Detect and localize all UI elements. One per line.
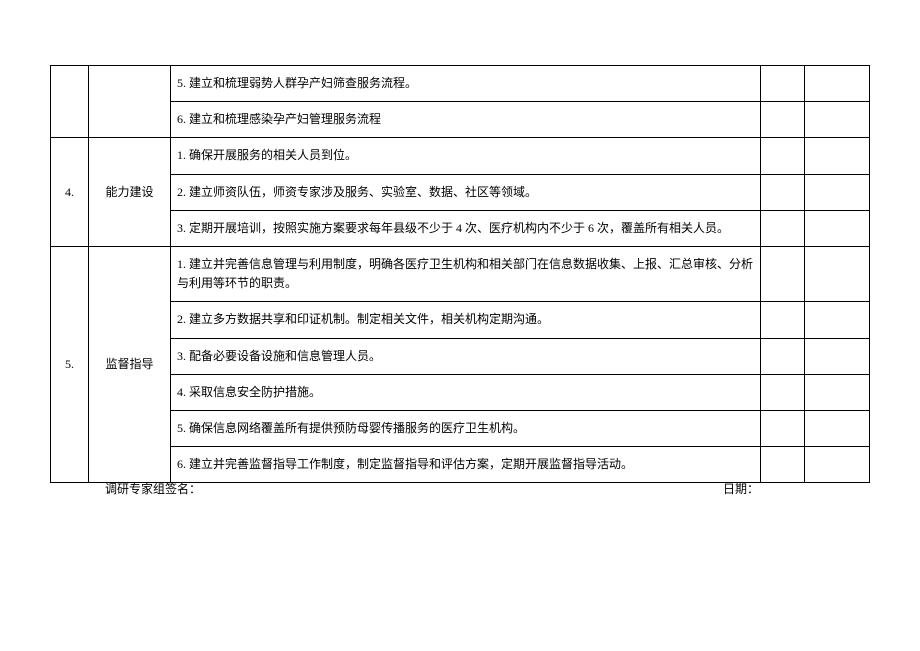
table-row: 4. 采取信息安全防护措施。	[51, 374, 870, 410]
row-check2-cell	[805, 174, 870, 210]
row-check1-cell	[761, 374, 805, 410]
table-row: 3. 定期开展培训，按照实施方案要求每年县级不少于 4 次、医疗机构内不少于 6…	[51, 210, 870, 246]
row-check2-cell	[805, 302, 870, 338]
table-row: 5. 建立和梳理弱势人群孕产妇筛查服务流程。	[51, 66, 870, 102]
table-row: 2. 建立多方数据共享和印证机制。制定相关文件，相关机构定期沟通。	[51, 302, 870, 338]
row-number-cell: 5.	[51, 246, 89, 482]
row-content-cell: 3. 定期开展培训，按照实施方案要求每年县级不少于 4 次、医疗机构内不少于 6…	[171, 210, 761, 246]
row-number-cell	[51, 66, 89, 138]
row-check1-cell	[761, 210, 805, 246]
row-content-cell: 6. 建立和梳理感染孕产妇管理服务流程	[171, 102, 761, 138]
row-number-cell: 4.	[51, 138, 89, 247]
row-content-cell: 2. 建立师资队伍，师资专家涉及服务、实验室、数据、社区等领域。	[171, 174, 761, 210]
row-category-cell	[89, 66, 171, 138]
row-content-cell: 5. 确保信息网络覆盖所有提供预防母婴传播服务的医疗卫生机构。	[171, 410, 761, 446]
row-check1-cell	[761, 66, 805, 102]
table-row: 2. 建立师资队伍，师资专家涉及服务、实验室、数据、社区等领域。	[51, 174, 870, 210]
row-check2-cell	[805, 66, 870, 102]
row-content-cell: 2. 建立多方数据共享和印证机制。制定相关文件，相关机构定期沟通。	[171, 302, 761, 338]
row-check2-cell	[805, 138, 870, 174]
table-row: 5. 监督指导 1. 建立并完善信息管理与利用制度，明确各医疗卫生机构和相关部门…	[51, 246, 870, 301]
row-content-cell: 4. 采取信息安全防护措施。	[171, 374, 761, 410]
row-category-cell: 监督指导	[89, 246, 171, 482]
row-check2-cell	[805, 374, 870, 410]
row-content-cell: 6. 建立并完善监督指导工作制度，制定监督指导和评估方案，定期开展监督指导活动。	[171, 447, 761, 483]
row-check1-cell	[761, 174, 805, 210]
row-content-cell: 1. 建立并完善信息管理与利用制度，明确各医疗卫生机构和相关部门在信息数据收集、…	[171, 246, 761, 301]
row-check2-cell	[805, 410, 870, 446]
row-category-cell: 能力建设	[89, 138, 171, 247]
table-row: 6. 建立和梳理感染孕产妇管理服务流程	[51, 102, 870, 138]
row-check2-cell	[805, 246, 870, 301]
table-row: 4. 能力建设 1. 确保开展服务的相关人员到位。	[51, 138, 870, 174]
table-row: 6. 建立并完善监督指导工作制度，制定监督指导和评估方案，定期开展监督指导活动。	[51, 447, 870, 483]
row-content-cell: 3. 配备必要设备设施和信息管理人员。	[171, 338, 761, 374]
row-content-cell: 1. 确保开展服务的相关人员到位。	[171, 138, 761, 174]
row-check2-cell	[805, 102, 870, 138]
row-content-cell: 5. 建立和梳理弱势人群孕产妇筛查服务流程。	[171, 66, 761, 102]
row-check1-cell	[761, 246, 805, 301]
row-check1-cell	[761, 302, 805, 338]
table-row: 5. 确保信息网络覆盖所有提供预防母婴传播服务的医疗卫生机构。	[51, 410, 870, 446]
row-check2-cell	[805, 338, 870, 374]
assessment-table-wrapper: 5. 建立和梳理弱势人群孕产妇筛查服务流程。 6. 建立和梳理感染孕产妇管理服务…	[50, 65, 870, 483]
row-check1-cell	[761, 447, 805, 483]
signature-label: 调研专家组签名：	[105, 480, 201, 497]
row-check1-cell	[761, 138, 805, 174]
row-check2-cell	[805, 447, 870, 483]
signature-row: 调研专家组签名： 日期：	[105, 480, 865, 497]
row-check2-cell	[805, 210, 870, 246]
row-check1-cell	[761, 410, 805, 446]
assessment-table: 5. 建立和梳理弱势人群孕产妇筛查服务流程。 6. 建立和梳理感染孕产妇管理服务…	[50, 65, 870, 483]
row-check1-cell	[761, 102, 805, 138]
table-row: 3. 配备必要设备设施和信息管理人员。	[51, 338, 870, 374]
date-label: 日期：	[723, 480, 759, 497]
row-check1-cell	[761, 338, 805, 374]
